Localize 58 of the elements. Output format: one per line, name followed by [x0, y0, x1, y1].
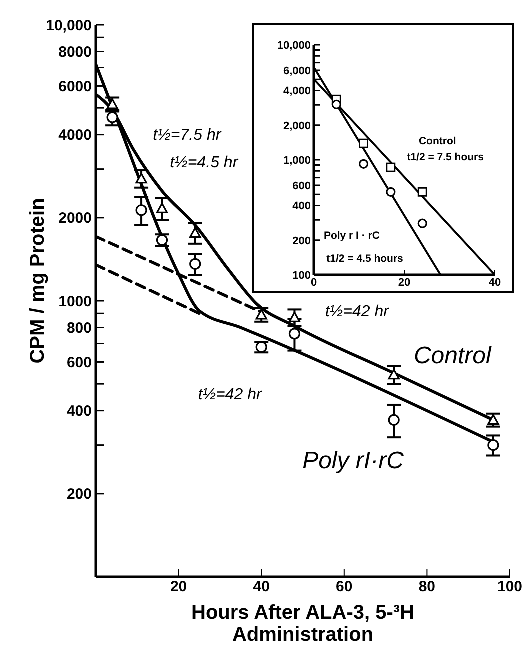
annotation: Control	[414, 342, 492, 370]
annotation: Control	[418, 136, 456, 148]
point	[418, 218, 428, 228]
y-tick-label: 400	[292, 200, 311, 213]
x-tick-label: 0	[310, 276, 318, 289]
annotation: Poly r I · rC	[324, 230, 380, 242]
y-tick-label: 2,000	[283, 120, 311, 132]
point	[288, 312, 301, 322]
y-tick-label: 4000	[58, 127, 92, 144]
point	[358, 159, 369, 169]
y-tick-label: 2000	[58, 210, 92, 228]
y-tick-label: 10,000	[46, 17, 92, 34]
annotation: t½=42 hr	[325, 304, 390, 321]
x-tick-label: 40	[488, 276, 502, 289]
annotation: t½=4.5 hr	[170, 154, 239, 172]
y-tick-label: 1000	[58, 293, 92, 310]
point	[488, 440, 500, 452]
point	[386, 162, 396, 172]
y-tick-label: 200	[66, 486, 92, 504]
annotation: Poly rI·rC	[302, 448, 405, 475]
point	[156, 202, 168, 214]
point	[136, 173, 148, 184]
x-tick-label: 20	[170, 578, 188, 596]
y-tick-label: 800	[66, 320, 92, 338]
y-tick-label: 6,000	[283, 65, 311, 78]
point	[388, 414, 400, 426]
y-tick-label: 200	[292, 235, 311, 248]
point	[359, 138, 368, 148]
x-tick-label: 20	[398, 276, 411, 289]
point	[386, 187, 396, 197]
x-tick-label: 40	[253, 578, 270, 596]
y-tick-label: 600	[292, 180, 311, 192]
y-tick-label: 4,000	[283, 86, 311, 98]
point	[488, 414, 500, 425]
point	[418, 187, 428, 197]
x-tick-label: 80	[418, 578, 436, 596]
annotation: t½=42 hr	[198, 386, 263, 404]
y-tick-label: 400	[66, 403, 92, 420]
point	[190, 258, 202, 270]
point	[190, 227, 202, 238]
x-tick-label: 60	[336, 578, 353, 596]
point	[288, 328, 301, 340]
x-tick-label: 100	[497, 578, 523, 596]
point	[256, 309, 268, 320]
point	[388, 369, 400, 380]
point	[332, 100, 342, 110]
y-tick-label: 1,000	[283, 154, 311, 167]
y-axis-title: CPM / mg Protein	[27, 198, 49, 364]
annotation: t1/2 = 4.5 hours	[326, 252, 404, 265]
point	[256, 341, 268, 354]
annotation: t½=7.5 hr	[153, 126, 222, 144]
y-tick-label: 6000	[58, 78, 92, 96]
y-tick-label: 600	[66, 354, 92, 372]
x-axis-title: Hours After ALA-3, 5-³H Administration	[192, 602, 414, 646]
y-tick-label: 10,000	[277, 40, 311, 52]
point	[136, 204, 148, 216]
annotation: t1/2 = 7.5 hours	[407, 152, 484, 164]
y-tick-label: 8000	[58, 44, 92, 62]
